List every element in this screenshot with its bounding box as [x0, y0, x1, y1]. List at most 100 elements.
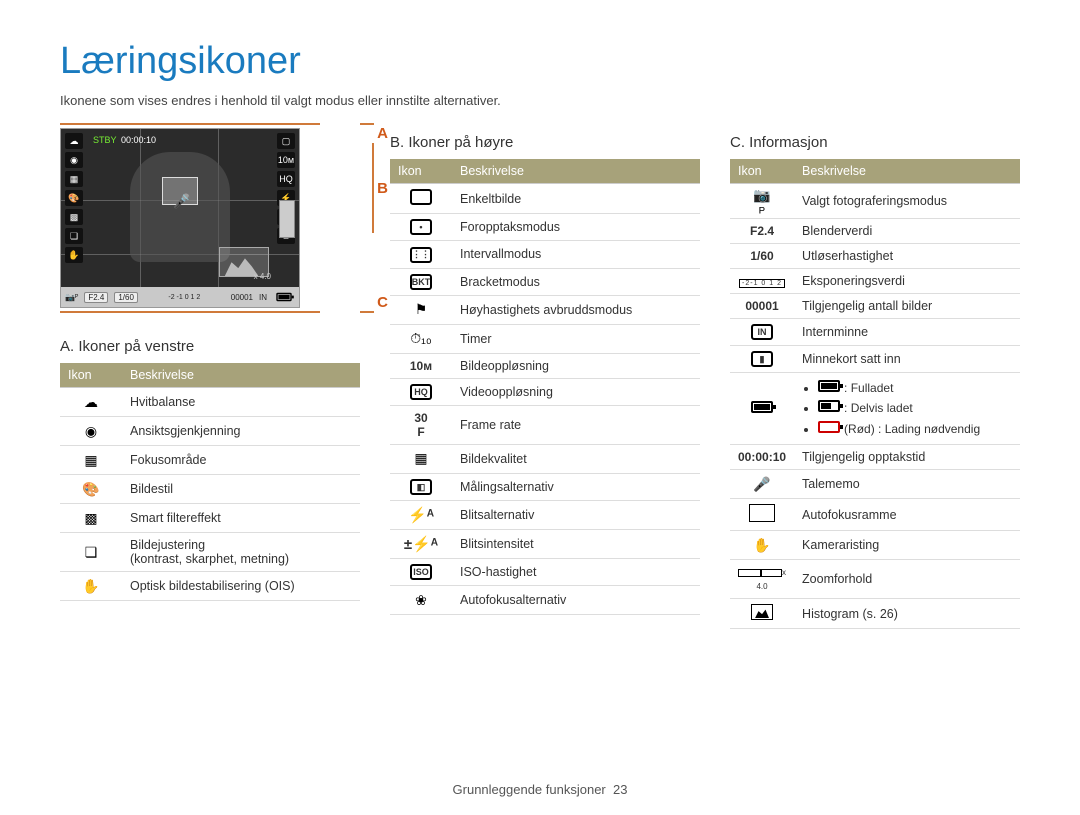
table-row: 00001Tilgjengelig antall bilder: [730, 293, 1020, 318]
icon-cell: F2.4: [730, 218, 794, 243]
icon-cell: [730, 499, 794, 531]
table-row: 📷ᴾValgt fotograferingsmodus: [730, 184, 1020, 219]
desc-cell: Bracketmodus: [452, 268, 700, 295]
section-a-heading: A. Ikoner på venstre: [60, 338, 360, 355]
marker-a: A: [377, 125, 388, 142]
table-row: ❏Bildejustering(kontrast, skarphet, metn…: [60, 533, 360, 572]
page-footer: Grunnleggende funksjoner 23: [0, 782, 1080, 797]
table-row: HQVideooppløsning: [390, 378, 700, 405]
col-icon: Ikon: [60, 363, 122, 388]
icon-cell: [390, 184, 452, 214]
icon-cell: ◧: [390, 473, 452, 501]
table-row: ▦Bildekvalitet: [390, 444, 700, 473]
icon-cell: ⏱₁₀: [390, 324, 452, 353]
col-desc: Beskrivelse: [122, 363, 360, 388]
icon-cell: ☁: [60, 388, 122, 417]
icon-cell: -2-1 0 1 2: [730, 268, 794, 293]
marker-c: C: [377, 294, 388, 311]
table-row: Autofokusramme: [730, 499, 1020, 531]
icon-cell: ▦: [60, 446, 122, 475]
col-desc: Beskrivelse: [794, 159, 1020, 184]
page-title: Læringsikoner: [60, 40, 1020, 83]
desc-cell: Minnekort satt inn: [794, 345, 1020, 373]
icon-cell: 10ᴍ: [390, 353, 452, 378]
desc-cell: Frame rate: [452, 405, 700, 444]
icon-cell: 00001: [730, 293, 794, 318]
desc-cell: Tilgjengelig opptakstid: [794, 445, 1020, 470]
table-row: Enkeltbilde: [390, 184, 700, 214]
table-row: ISOISO-hastighet: [390, 559, 700, 586]
desc-cell: Tilgjengelig antall bilder: [794, 293, 1020, 318]
col-desc: Beskrivelse: [452, 159, 700, 184]
icon-cell: ❏: [60, 533, 122, 572]
icon-cell: ✋: [730, 531, 794, 560]
desc-cell: Høyhastighets avbruddsmodus: [452, 295, 700, 324]
table-row: F2.4Blenderverdi: [730, 218, 1020, 243]
icon-cell: 🎤: [730, 470, 794, 499]
table-row: ❀Autofokusalternativ: [390, 586, 700, 615]
desc-cell: Zoomforhold: [794, 560, 1020, 599]
icon-cell: 📷ᴾ: [730, 184, 794, 219]
table-row: 1/60Utløserhastighet: [730, 243, 1020, 268]
table-row: ☁Hvitbalanse: [60, 388, 360, 417]
icon-cell: 30F: [390, 405, 452, 444]
table-row: ▮Minnekort satt inn: [730, 345, 1020, 373]
desc-cell: Bildekvalitet: [452, 444, 700, 473]
table-row: 10ᴍBildeoppløsning: [390, 353, 700, 378]
icon-cell: 00:00:10: [730, 445, 794, 470]
table-b: Ikon Beskrivelse Enkeltbilde•Foropptaksm…: [390, 159, 700, 615]
screenshot-bottom-bar: 📷ᴾ F2.4 1/60 -2 -1 0 1 2 00001 IN: [61, 287, 299, 307]
desc-cell: Bildestil: [122, 475, 360, 504]
table-row: •Foropptaksmodus: [390, 214, 700, 241]
icon-cell: ⚡ᴬ: [390, 501, 452, 530]
col-icon: Ikon: [390, 159, 452, 184]
icon-cell: [730, 373, 794, 445]
mic-icon: 🎤: [173, 193, 187, 207]
table-row: ◉Ansiktsgjenkjenning: [60, 417, 360, 446]
table-row: ±⚡ᴬBlitsintensitet: [390, 530, 700, 559]
desc-cell: ISO-hastighet: [452, 559, 700, 586]
table-row: : Fulladet: Delvis ladet(Rød) : Lading n…: [730, 373, 1020, 445]
desc-cell: Foropptaksmodus: [452, 214, 700, 241]
table-a: Ikon Beskrivelse ☁Hvitbalanse◉Ansiktsgje…: [60, 363, 360, 601]
icon-cell: ◉: [60, 417, 122, 446]
icon-cell: x 4.0: [730, 560, 794, 599]
table-row: ◧Målingsalternativ: [390, 473, 700, 501]
desc-cell: Fokusområde: [122, 446, 360, 475]
icon-cell: ±⚡ᴬ: [390, 530, 452, 559]
left-icon-stack: ☁◉▦ 🎨▩❏✋: [65, 133, 83, 263]
table-row: 00:00:10Tilgjengelig opptakstid: [730, 445, 1020, 470]
table-row: 🎨Bildestil: [60, 475, 360, 504]
desc-cell: Optisk bildestabilisering (OIS): [122, 572, 360, 601]
desc-cell: Ansiktsgjenkjenning: [122, 417, 360, 446]
table-row: 🎤Talememo: [730, 470, 1020, 499]
stby-time: 00:00:10: [121, 135, 156, 145]
icon-cell: ❀: [390, 586, 452, 615]
table-row: BKTBracketmodus: [390, 268, 700, 295]
desc-cell: Bildeoppløsning: [452, 353, 700, 378]
icon-cell: IN: [730, 318, 794, 345]
desc-cell: Kameraristing: [794, 531, 1020, 560]
desc-cell: Eksponeringsverdi: [794, 268, 1020, 293]
desc-cell: : Fulladet: Delvis ladet(Rød) : Lading n…: [794, 373, 1020, 445]
table-row: ⚑Høyhastighets avbruddsmodus: [390, 295, 700, 324]
desc-cell: Bildejustering(kontrast, skarphet, metni…: [122, 533, 360, 572]
stby-label: STBY: [93, 135, 117, 145]
desc-cell: Enkeltbilde: [452, 184, 700, 214]
col-icon: Ikon: [730, 159, 794, 184]
desc-cell: Blitsalternativ: [452, 501, 700, 530]
table-row: ✋Kameraristing: [730, 531, 1020, 560]
desc-cell: Blitsintensitet: [452, 530, 700, 559]
icon-cell: [730, 599, 794, 629]
table-row: x 4.0Zoomforhold: [730, 560, 1020, 599]
icon-cell: ▦: [390, 444, 452, 473]
table-row: 30FFrame rate: [390, 405, 700, 444]
desc-cell: Autofokusramme: [794, 499, 1020, 531]
icon-cell: BKT: [390, 268, 452, 295]
table-row: INInternminne: [730, 318, 1020, 345]
icon-cell: ⋮⋮: [390, 241, 452, 269]
table-row: ⚡ᴬBlitsalternativ: [390, 501, 700, 530]
icon-cell: 🎨: [60, 475, 122, 504]
icon-cell: ✋: [60, 572, 122, 601]
table-row: ⏱₁₀Timer: [390, 324, 700, 353]
